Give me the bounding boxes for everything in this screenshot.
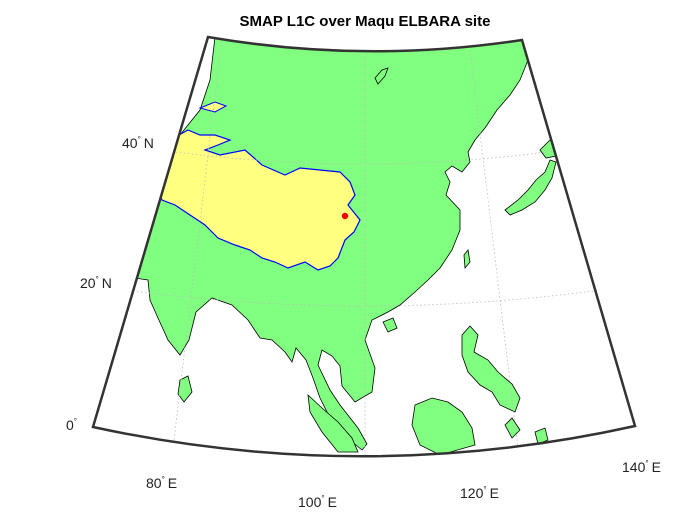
tibetan-plateau	[154, 129, 361, 271]
hainan-island	[382, 317, 398, 333]
lat-label-0: 0°	[66, 417, 77, 433]
sumatra-island	[307, 393, 359, 453]
moluccas-island	[534, 427, 549, 445]
svg-text:40°N: 40° N	[122, 135, 154, 151]
lon-label-140: 140° E	[622, 459, 661, 475]
svg-text:0°: 0°	[66, 417, 77, 433]
svg-text:140°E: 140° E	[622, 459, 661, 475]
lon-label-100: 100° E	[298, 494, 337, 510]
lat-label-40: 40° N	[122, 135, 154, 151]
svg-text:120°E: 120° E	[460, 485, 499, 501]
sakhalin-island	[374, 67, 389, 85]
sri-lanka-island	[177, 375, 193, 403]
svg-text:20°N: 20° N	[80, 275, 112, 291]
map-title: SMAP L1C over Maqu ELBARA site	[240, 13, 491, 30]
plateau-fragment	[198, 101, 228, 113]
map-frame	[91, 35, 637, 458]
sulawesi-island	[504, 417, 521, 439]
meridian-120e	[469, 49, 521, 457]
philippines-islands	[461, 325, 521, 413]
svg-text:80°E: 80° E	[146, 475, 177, 491]
borneo-island	[411, 397, 476, 456]
japan-landmass	[504, 159, 557, 216]
lat-label-20: 20° N	[80, 275, 112, 291]
svg-text:100°E: 100° E	[298, 494, 337, 510]
lon-label-80: 80° E	[146, 475, 177, 491]
parallel-40n	[159, 149, 561, 165]
lon-label-120: 120° E	[460, 485, 499, 501]
site-marker[interactable]	[341, 212, 349, 220]
taiwan-island	[463, 249, 471, 270]
graticule-lines	[124, 37, 601, 457]
